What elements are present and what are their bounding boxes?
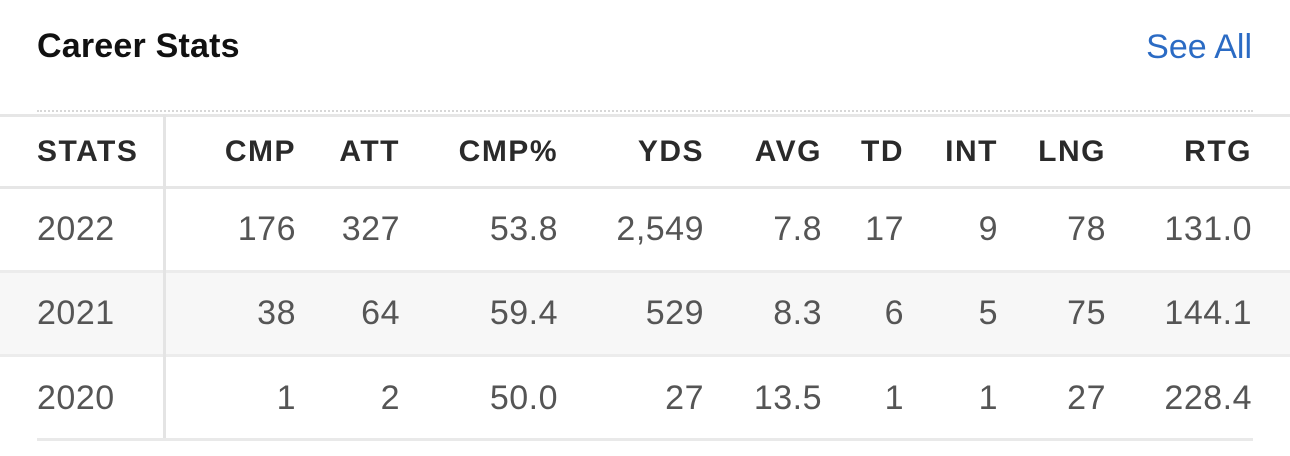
td-cell: 17 xyxy=(865,210,904,248)
season-cell: 2020 xyxy=(0,355,166,440)
column-header-yds[interactable]: YDS xyxy=(637,134,704,168)
att-cell: 2 xyxy=(380,378,400,417)
column-header-lng[interactable]: LNG xyxy=(1038,134,1106,168)
table-bottom-divider xyxy=(37,438,1253,441)
season-cell: 2022 xyxy=(0,187,166,272)
lng-cell: 75 xyxy=(1067,294,1106,332)
column-header-td[interactable]: TD xyxy=(861,134,904,168)
table-header-row: STATS CMP ATT CMP% YDS AVG TD INT LNG RT… xyxy=(0,115,1290,188)
career-stats-table: STATS CMP ATT CMP% YDS AVG TD INT LNG RT… xyxy=(0,114,1290,440)
header-divider xyxy=(37,110,1253,112)
lng-cell: 78 xyxy=(1067,210,1106,248)
rtg-cell: 131.0 xyxy=(1164,210,1252,248)
cmp-cell: 176 xyxy=(237,210,296,248)
season-cell: 2021 xyxy=(0,271,166,356)
cmp-pct-cell: 53.8 xyxy=(489,210,558,248)
see-all-link[interactable]: See All xyxy=(1146,28,1252,66)
career-stats-table-container: STATS CMP ATT CMP% YDS AVG TD INT LNG RT… xyxy=(0,114,1290,440)
td-cell: 6 xyxy=(884,294,904,332)
td-cell: 1 xyxy=(884,378,904,417)
cmp-pct-cell: 59.4 xyxy=(489,294,558,332)
cmp-cell: 1 xyxy=(276,378,296,417)
avg-cell: 7.8 xyxy=(773,210,822,248)
lng-cell: 27 xyxy=(1067,378,1106,417)
yds-cell: 529 xyxy=(645,294,704,332)
table-row: 2022 176 327 53.8 2,549 7.8 17 9 78 131.… xyxy=(0,187,1290,272)
column-header-cmp[interactable]: CMP xyxy=(224,134,296,168)
column-header-rtg[interactable]: RTG xyxy=(1184,134,1252,168)
int-cell: 1 xyxy=(978,378,998,417)
cmp-cell: 38 xyxy=(257,294,296,332)
column-header-avg[interactable]: AVG xyxy=(754,134,822,168)
avg-cell: 8.3 xyxy=(773,294,822,332)
column-header-int[interactable]: INT xyxy=(945,134,998,168)
yds-cell: 2,549 xyxy=(616,210,704,248)
column-header-cmp-pct[interactable]: CMP% xyxy=(458,134,558,168)
section-title: Career Stats xyxy=(37,27,240,65)
att-cell: 327 xyxy=(341,210,400,248)
table-row: 2021 38 64 59.4 529 8.3 6 5 75 144.1 xyxy=(0,271,1290,356)
cmp-pct-cell: 50.0 xyxy=(489,378,558,417)
yds-cell: 27 xyxy=(665,378,704,417)
column-header-stats[interactable]: STATS xyxy=(0,115,166,188)
int-cell: 5 xyxy=(978,294,998,332)
int-cell: 9 xyxy=(978,210,998,248)
rtg-cell: 144.1 xyxy=(1164,294,1252,332)
career-stats-header: Career Stats See All xyxy=(0,0,1290,112)
table-row: 2020 1 2 50.0 27 13.5 1 1 27 228.4 xyxy=(0,355,1290,440)
rtg-cell: 228.4 xyxy=(1164,378,1252,417)
att-cell: 64 xyxy=(361,294,400,332)
column-header-att[interactable]: ATT xyxy=(339,134,400,168)
avg-cell: 13.5 xyxy=(753,378,822,417)
